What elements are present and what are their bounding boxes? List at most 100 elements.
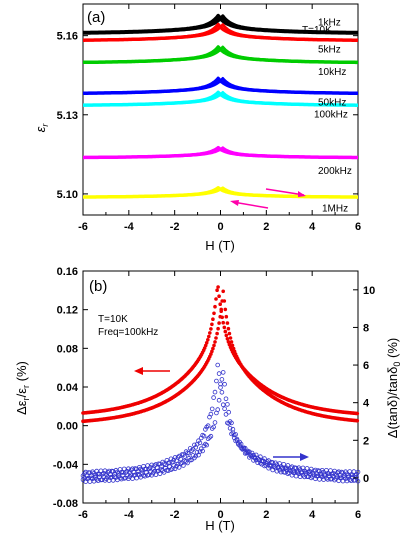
right-series-point [225, 402, 230, 407]
panel-b-series-group [80, 285, 361, 484]
left-series-point [211, 317, 215, 322]
y-tick-label: 0.00 [57, 421, 78, 433]
right-series-point [142, 473, 148, 479]
panel-a-x-ticks: -6 -4 -2 0 2 4 6 [78, 4, 361, 233]
right-series-point [229, 420, 234, 426]
series-line-return-5kHz [82, 23, 359, 42]
right-y-tick-label: 8 [363, 322, 369, 334]
right-series-point [197, 440, 203, 446]
series-line-return-1MHz [82, 186, 359, 199]
right-series-point [230, 426, 236, 432]
right-series-point [215, 407, 221, 412]
panel-b-annotation-freq: Freq=100kHz [98, 327, 158, 338]
panel-b: (b) T=10K Freq=100kHz -6 -4 -2 0 2 4 6 0.160.1… [14, 266, 402, 533]
x-tick-label: -4 [124, 509, 135, 521]
right-series-point [292, 469, 298, 475]
right-series-point [220, 402, 226, 408]
right-series-point [157, 471, 163, 477]
right-series-point [208, 433, 214, 439]
right-series-point [189, 448, 194, 453]
left-series-point [217, 321, 221, 325]
left-series-point [222, 299, 227, 303]
x-tick-label: 4 [309, 509, 316, 521]
right-series-point [289, 464, 295, 470]
left-series-point [215, 331, 219, 336]
right-series-point [355, 469, 361, 475]
left-series-point [214, 336, 218, 340]
right-y-tick-label: 10 [363, 285, 375, 297]
left-series-point [226, 326, 231, 331]
right-series-point [181, 463, 186, 468]
right-axis-arrow-head [300, 453, 309, 461]
right-y-tick-label: 2 [363, 435, 369, 447]
y-tick-label: 5.10 [57, 189, 78, 201]
right-series-point [223, 396, 229, 402]
right-series-point [233, 432, 238, 437]
left-series-point [214, 297, 218, 301]
y-tick-label: -0.08 [53, 498, 78, 510]
right-series-point [138, 466, 144, 472]
right-series-branch [80, 370, 361, 484]
right-series-point [214, 378, 219, 384]
panel-b-x-ticks: -6 -4 -2 0 2 4 6 [78, 271, 361, 521]
x-tick-label: 6 [355, 221, 361, 233]
right-series-point [183, 459, 189, 464]
x-tick-label: 2 [263, 221, 269, 233]
x-tick-label: 0 [217, 221, 223, 233]
left-series-point [230, 343, 235, 348]
right-series-point [247, 455, 252, 460]
right-series-point [110, 478, 116, 483]
panel-b-left-y-axis-title: Δεr/εr (%) [14, 361, 31, 415]
y-tick-label: 0.04 [57, 382, 79, 394]
right-series-point [335, 474, 340, 480]
right-series-point [193, 453, 199, 459]
left-series-point [217, 294, 221, 299]
left-series-point [225, 337, 230, 341]
right-series-point [211, 424, 216, 430]
left-series-point [225, 321, 230, 325]
right-series-point [249, 454, 255, 459]
right-series-point [205, 423, 211, 429]
series-line-return-10kHz [82, 45, 359, 64]
left-series-point [209, 352, 213, 356]
left-series-point [218, 314, 222, 319]
series-line-return-50kHz [82, 77, 359, 95]
y-tick-label: 0.16 [57, 266, 78, 278]
right-series-point [216, 371, 222, 376]
left-series-point [229, 340, 234, 344]
right-series-point [201, 433, 207, 439]
right-series-point [165, 468, 171, 474]
right-series-point [139, 470, 145, 476]
series-label: 200kHz [318, 166, 352, 177]
right-series-point [204, 442, 210, 448]
right-series-point [208, 411, 214, 417]
panel-a: (a) T=10K 1kHz5kHz10kHz50kHz100kHz200kHz… [33, 3, 361, 253]
series-label: 1kHz [318, 17, 341, 28]
left-series-point [224, 314, 229, 319]
right-series-point [161, 470, 167, 475]
left-series-point [224, 333, 229, 338]
x-tick-label: 6 [355, 509, 361, 521]
y-tick-label: 5.16 [57, 31, 78, 43]
right-series-point [226, 409, 232, 415]
right-series-point [209, 406, 215, 412]
y-tick-label: 0.12 [57, 305, 78, 317]
right-series-point [218, 385, 223, 390]
right-series-point [185, 460, 190, 466]
left-series-point [210, 349, 214, 354]
left-series-point [219, 307, 223, 312]
panel-a-x-axis-title: H (T) [205, 238, 235, 253]
right-series-point [83, 469, 88, 475]
panel-a-label: (a) [87, 9, 105, 26]
panel-b-x-axis-title: H (T) [205, 518, 235, 533]
right-series-point [237, 439, 243, 445]
x-tick-label: -4 [124, 221, 135, 233]
right-series-point [269, 463, 274, 469]
left-series-point [216, 285, 220, 289]
left-series-point [213, 340, 217, 344]
right-series-point [307, 471, 313, 477]
left-series-point [216, 326, 220, 331]
panel-a-y-axis-title: εr [33, 123, 50, 133]
